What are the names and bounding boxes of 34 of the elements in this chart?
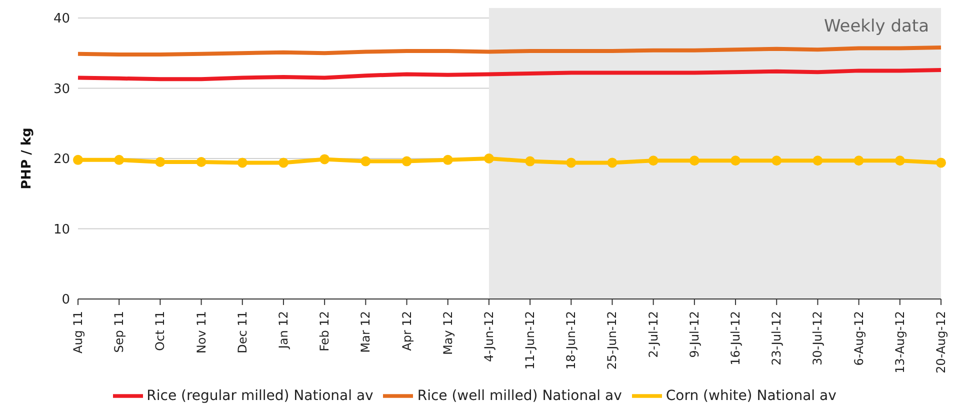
- x-tick-label: 16-Jul-12: [728, 311, 743, 366]
- x-tick-label: 6-Aug-12: [852, 311, 866, 366]
- x-tick-label: 13-Aug-12: [892, 311, 907, 374]
- x-tick-label: 2-Jul-12: [646, 311, 660, 358]
- y-tick-label: 0: [62, 292, 70, 308]
- x-tick-label: Sep 11: [112, 311, 126, 353]
- x-tick-label: Oct 11: [153, 311, 168, 351]
- x-tick-label: Dec 11: [235, 311, 250, 354]
- x-tick-label: Nov 11: [194, 311, 208, 354]
- legend-label: Rice (regular milled) National av: [146, 388, 374, 404]
- legend-label: Rice (well milled) National av: [417, 388, 622, 404]
- y-tick-label: 30: [53, 82, 70, 97]
- y-tick-label: 10: [53, 222, 70, 238]
- x-tick-label: 23-Jul-12: [770, 311, 784, 366]
- y-axis-title: PHP / kg: [20, 128, 35, 190]
- x-tick-label: 11-Jun-12: [523, 311, 538, 370]
- x-tick-label: 9-Jul-12: [687, 311, 702, 358]
- x-tick-label: Jan 12: [276, 311, 290, 350]
- band-label: Weekly data: [824, 16, 929, 37]
- line-series: [76, 68, 943, 82]
- legend-label: Corn (white) National av: [666, 388, 836, 404]
- x-tick-label: 20-Aug-12: [934, 311, 948, 374]
- x-tick-label: 25-Jun-12: [605, 311, 620, 370]
- line-series: [76, 46, 943, 57]
- x-tick-label: Apr 12: [400, 311, 414, 351]
- x-tick-label: Mar 12: [358, 311, 373, 353]
- y-tick-label: 40: [53, 12, 70, 27]
- x-tick-label: Aug 11: [71, 311, 85, 354]
- x-tick-label: 4-Jun-12: [482, 311, 496, 362]
- x-tick-label: 30-Jul-12: [810, 311, 825, 366]
- x-tick-label: Feb 12: [318, 311, 332, 352]
- x-tick-label: 18-Jun-12: [564, 311, 578, 370]
- x-tick-label: May 12: [440, 311, 455, 355]
- y-tick-label: 20: [53, 152, 70, 168]
